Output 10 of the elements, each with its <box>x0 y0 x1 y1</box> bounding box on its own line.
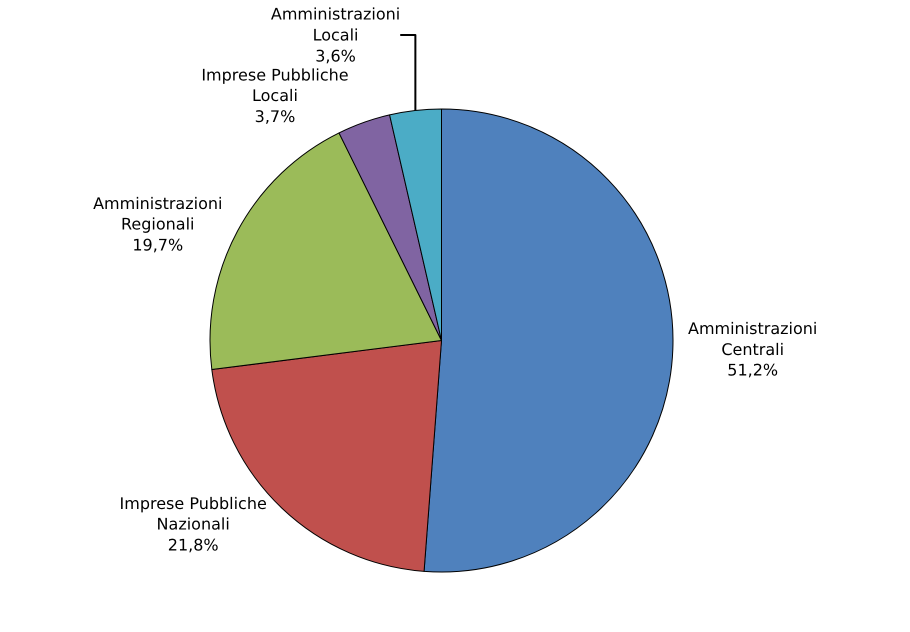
slice-label: Imprese Pubbliche Nazionali <box>120 494 267 534</box>
data-label: 21,8% <box>168 535 219 554</box>
slice-label: Amministrazioni Locali <box>270 4 400 44</box>
data-label: 3,6% <box>315 46 356 66</box>
slice-label: Amministrazioni Centrali <box>688 318 818 359</box>
slice-label: Amministrazioni Regionali <box>93 194 222 234</box>
data-label: 3,7% <box>254 106 296 126</box>
data-label: 19,7% <box>132 235 184 254</box>
slice-label: Imprese Pubbliche Locali <box>201 65 349 106</box>
data-label: 51,2% <box>727 360 778 380</box>
